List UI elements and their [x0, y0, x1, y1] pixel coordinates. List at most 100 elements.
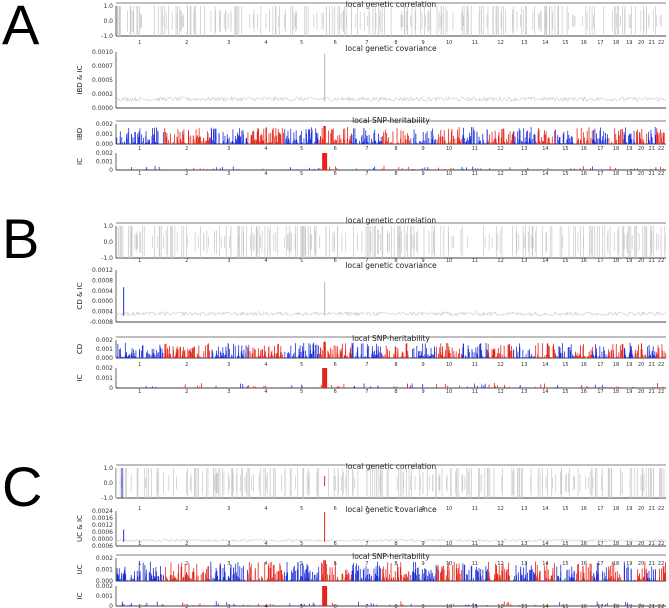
chromosome-label: 22: [658, 40, 664, 46]
chromosome-label: 20: [638, 40, 644, 46]
row-title: local genetic covariance: [345, 261, 437, 270]
y-tick-label: 0.001: [96, 346, 113, 353]
chromosome-label: 13: [521, 258, 527, 264]
chromosome-label: 2: [185, 146, 188, 152]
y-tick-label: -0.0008: [90, 319, 113, 326]
chromosome-label: 7: [365, 40, 368, 46]
chromosome-label: 10: [446, 362, 452, 368]
chromosome-label: 2: [185, 40, 188, 46]
chromosome-label: 11: [472, 171, 478, 177]
covariance-trace: [115, 310, 667, 317]
y-tick-label: 0.002: [96, 150, 113, 157]
chromosome-label: 8: [394, 506, 397, 512]
chromosome-label: 9: [421, 258, 424, 264]
chromosome-label: 16: [581, 541, 587, 547]
chromosome-label: 16: [581, 389, 587, 395]
chromosome-label: 11: [472, 506, 478, 512]
chromosome-label: 2: [185, 362, 188, 368]
chromosome-label: 8: [394, 362, 397, 368]
chromosome-label: 11: [472, 40, 478, 46]
chromosome-label: 19: [626, 171, 632, 177]
chromosome-label: 5: [300, 40, 303, 46]
chromosome-label: 10: [446, 389, 452, 395]
chromosome-label: 13: [521, 171, 527, 177]
y-tick-label: 0.0000: [92, 536, 113, 543]
chromosome-label: 19: [626, 40, 632, 46]
chromosome-label: 17: [597, 362, 603, 368]
chromosome-label: 16: [581, 40, 587, 46]
y-tick-label: 0.0016: [92, 515, 113, 522]
chromosome-label: 3: [227, 506, 230, 512]
covariance-trace: [115, 538, 667, 543]
chromosome-label: 10: [446, 40, 452, 46]
row-covariance: local genetic covariance 0.0010 0.0007 0.00…: [76, 44, 667, 112]
chromosome-label: 10: [446, 541, 452, 547]
y-tick-label: 0.0007: [92, 63, 113, 70]
chromosome-label: 14: [542, 389, 548, 395]
y-tick-label: 0.001: [96, 159, 113, 166]
chromosome-label: 9: [421, 40, 424, 46]
chromosome-label: 11: [472, 362, 478, 368]
chromosome-label: 16: [581, 506, 587, 512]
chromosome-label: 19: [626, 389, 632, 395]
chromosome-label: 20: [638, 146, 644, 152]
chromosome-label: 1: [138, 258, 141, 264]
chromosome-label: 7: [365, 171, 368, 177]
y-tick-label: 0.0006: [92, 543, 113, 550]
chromosome-label: 22: [658, 146, 664, 152]
chromosome-label: 21: [649, 40, 655, 46]
chromosome-label: 3: [227, 171, 230, 177]
y-axis-label: UC & IC: [76, 515, 84, 542]
chromosome-label: 14: [542, 541, 548, 547]
chromosome-label: 13: [521, 40, 527, 46]
chromosome-label: 12: [497, 40, 503, 46]
chromosome-label: 12: [497, 506, 503, 512]
heritability-peak-mhc: [322, 368, 328, 388]
y-tick-label: 0.000: [96, 141, 113, 148]
chromosome-label: 18: [613, 541, 619, 547]
chromosome-label: 2: [185, 258, 188, 264]
chromosome-label: 18: [613, 506, 619, 512]
y-tick-label: 0.002: [96, 365, 113, 372]
y-tick-label: 0.0000: [92, 298, 113, 305]
chromosome-label: 21: [649, 146, 655, 152]
chromosome-label: 5: [300, 541, 303, 547]
chromosome-label: 22: [658, 171, 664, 177]
chromosome-label: 19: [626, 258, 632, 264]
chromosome-label: 8: [394, 389, 397, 395]
chromosome-label: 17: [597, 40, 603, 46]
row-heritability-trait1: local SNP-heritability 0.002 0.001 0.000 IBD…: [76, 116, 666, 152]
y-tick-label: 0.001: [96, 567, 113, 574]
chromosome-label: 7: [365, 506, 368, 512]
chromosome-label: 5: [300, 171, 303, 177]
y-tick-label: -1.0: [101, 495, 113, 502]
panel-letter: B: [2, 207, 39, 270]
y-tick-label: 0: [109, 167, 113, 174]
y-tick-label: 0.002: [96, 555, 113, 562]
chromosome-label: 15: [562, 541, 568, 547]
chromosome-label: 17: [597, 389, 603, 395]
y-tick-label: 0.0004: [92, 309, 113, 316]
row-heritability-trait1: local SNP-heritability 0.002 0.001 0.000 CD 1…: [76, 334, 667, 368]
chromosome-label: 3: [227, 40, 230, 46]
y-axis-label: IC: [76, 158, 84, 165]
chromosome-label: 17: [597, 258, 603, 264]
chromosome-label: 7: [365, 362, 368, 368]
chromosome-label: 1: [138, 506, 141, 512]
chromosome-label: 5: [300, 506, 303, 512]
y-tick-label: 0.0: [103, 480, 113, 487]
chromosome-label: 14: [542, 146, 548, 152]
y-tick-label: 0.0008: [92, 277, 113, 284]
chromosome-label: 18: [613, 389, 619, 395]
chromosome-label: 16: [581, 258, 587, 264]
chromosome-label: 15: [562, 171, 568, 177]
y-tick-label: 0.0012: [92, 267, 113, 274]
y-tick-label: -1.0: [101, 255, 113, 262]
chromosome-label: 13: [521, 541, 527, 547]
chromosome-label: 9: [421, 146, 424, 152]
chromosome-label: 17: [597, 146, 603, 152]
